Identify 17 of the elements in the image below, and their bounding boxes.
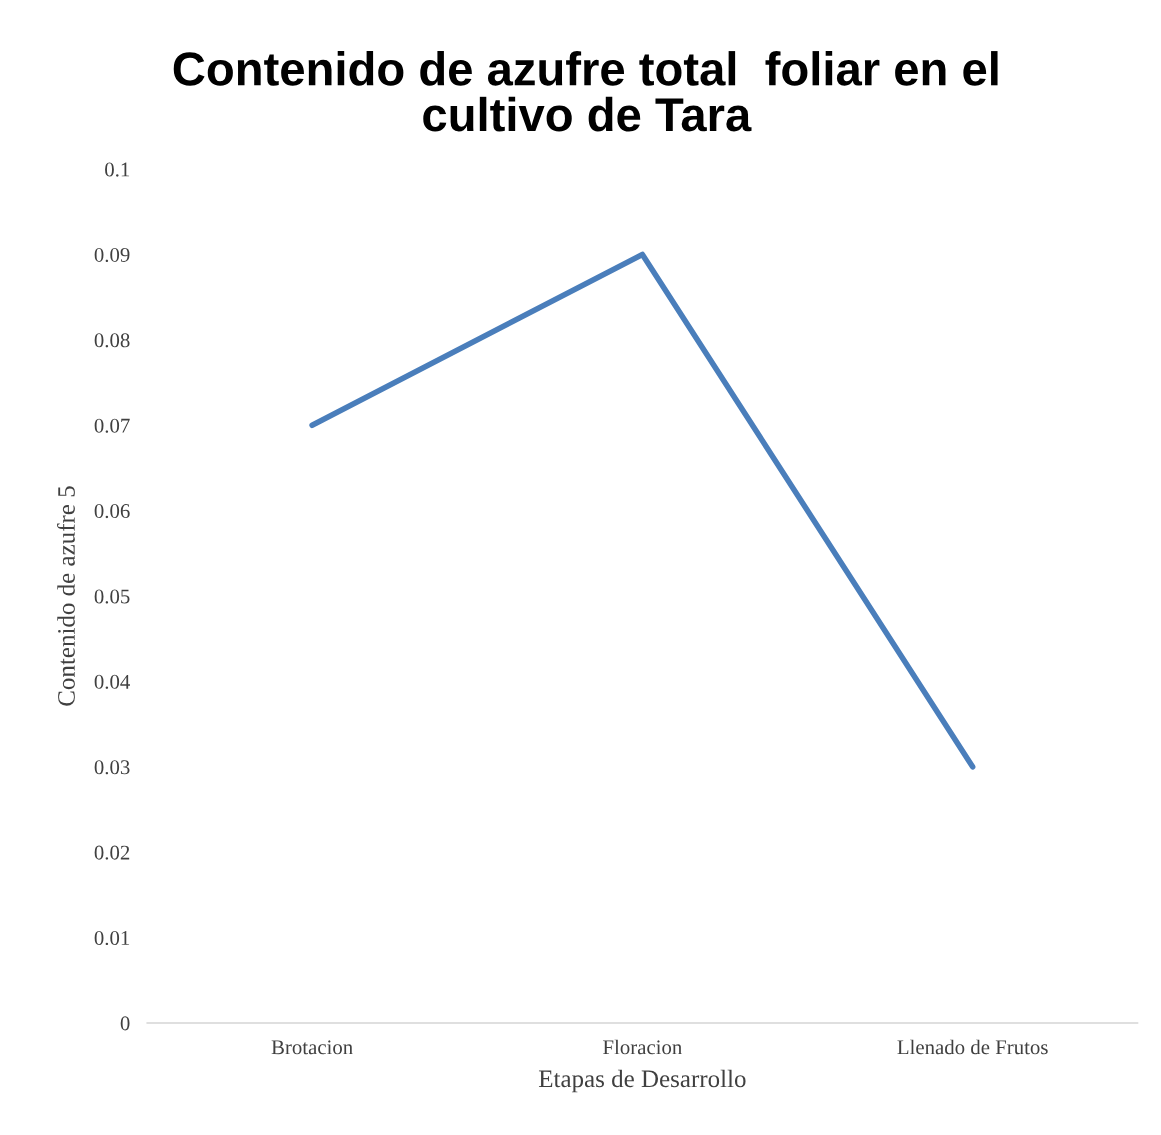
y-tick-label: 0.08 <box>94 333 130 348</box>
x-axis-title: Etapas de Desarrollo <box>538 1069 746 1093</box>
y-tick-label: 0.02 <box>94 845 130 860</box>
y-tick-label: 0.01 <box>94 930 130 946</box>
y-tick-label: 0.04 <box>94 674 130 689</box>
y-tick-label: 0 <box>120 1016 130 1031</box>
chart-title: Contenido de azufre total foliar en el cultivo de Tara <box>173 51 998 132</box>
y-tick-label: 0.07 <box>94 418 130 433</box>
x-tick-label: Llenado de Frutos <box>897 1039 1048 1055</box>
y-tick-label: 0.06 <box>94 504 130 519</box>
x-tick-label: Floracion <box>603 1039 682 1055</box>
y-tick-label: 0.05 <box>94 589 130 604</box>
y-axis-title: Contenido de azufre 5 <box>57 486 75 706</box>
x-tick-label: Brotacion <box>271 1040 353 1055</box>
y-tick-label: 0.09 <box>94 247 130 263</box>
y-tick-label: 0.1 <box>105 162 130 177</box>
y-tick-label: 0.03 <box>94 760 130 775</box>
